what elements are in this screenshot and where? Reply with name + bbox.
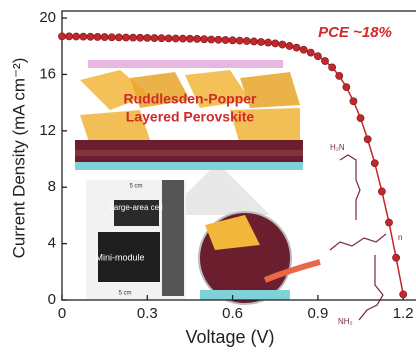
data-point [243,37,250,44]
chem-label: n [398,233,402,242]
dim-label: 5 cm [118,291,131,297]
data-point [201,36,208,43]
module-label: Mini-module [95,252,144,262]
data-point [343,84,350,91]
inset-title: Ruddlesden-Popper [123,91,257,107]
data-point [101,33,108,40]
data-point [94,33,101,40]
data-point [336,72,343,79]
data-point [208,36,215,43]
molecule [330,155,386,320]
data-point [293,44,300,51]
data-point [400,291,407,298]
chart: Ruddlesden-Popper Layered Perovskite Lar… [0,0,416,353]
y-tick-label: 12 [39,122,56,139]
data-point [314,53,321,60]
substrate [75,162,303,170]
data-point [385,219,392,226]
data-point [364,136,371,143]
y-tick-label: 0 [48,291,56,308]
x-axis-label: Voltage (V) [185,327,274,347]
ruler [162,180,184,296]
module-photo: Large-area cell Mini-module 5 cm 5 cm [86,180,186,300]
x-tick-label: 0.9 [307,305,328,322]
data-point [272,40,279,47]
data-point [87,33,94,40]
data-point [66,33,73,40]
data-point [329,64,336,71]
data-point [108,34,115,41]
annotation: PCE ~18% [318,24,392,41]
data-point [165,35,172,42]
data-point [222,36,229,43]
data-point [80,33,87,40]
bonds [330,155,386,320]
data-point [392,254,399,261]
x-tick-label: 1.2 [393,305,414,322]
data-point [172,35,179,42]
data-point [236,37,243,44]
data-point [144,34,151,41]
chem-label: NH₂ [338,317,353,326]
y-tick-label: 8 [48,178,56,195]
dim-label: 5 cm [129,184,142,190]
y-axis-label: Current Density (mA cm⁻²) [9,58,28,259]
data-point [122,34,129,41]
cell-label: Large-area cell [109,203,163,212]
inset-title: Layered Perovskite [126,109,255,125]
x-tick-label: 0.6 [222,305,243,322]
x-tick-label: 0 [58,305,66,322]
data-point [265,39,272,46]
data-point [137,34,144,41]
data-point [186,35,193,42]
y-tick-label: 16 [39,65,56,82]
y-tick-label: 4 [48,235,56,252]
data-point [179,35,186,42]
data-point [73,33,80,40]
data-point [257,38,264,45]
data-point [286,42,293,49]
data-point [158,35,165,42]
data-point [193,35,200,42]
top-electrode [88,60,283,68]
data-point [307,49,314,56]
data-point [279,41,286,48]
data-point [250,38,257,45]
data-point [229,37,236,44]
data-point [151,34,158,41]
chem-label: H₂N [330,143,345,152]
data-point [350,98,357,105]
data-point [357,115,364,122]
data-point [215,36,222,43]
data-point [129,34,136,41]
data-point [58,33,65,40]
data-point [115,34,122,41]
x-tick-label: 0.3 [137,305,158,322]
layers [75,150,303,156]
data-point [300,46,307,53]
data-point [321,57,328,64]
substrate [200,290,290,300]
zoom-circle [199,212,320,304]
y-tick-label: 20 [39,9,56,26]
data-point [378,188,385,195]
data-point [371,160,378,167]
